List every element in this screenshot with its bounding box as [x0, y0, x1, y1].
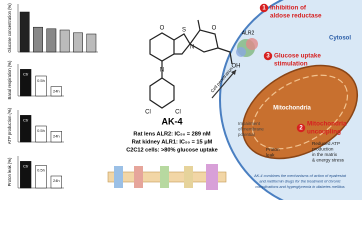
bar-label: Ctr [23, 71, 29, 76]
arrow-head [231, 70, 236, 75]
bar-label: 24h [53, 178, 60, 183]
penetration-arrow [211, 69, 237, 99]
atom-label: S [182, 28, 186, 34]
y-axis-label: ATP production (%) [7, 107, 12, 144]
bar [73, 32, 83, 53]
annotation-line: Glucose uptake [274, 53, 321, 60]
bar [50, 131, 62, 143]
step-badge [259, 3, 269, 13]
bar [20, 115, 32, 143]
etc-schematic [107, 164, 227, 190]
bar [33, 26, 43, 53]
activity-line: C2C12 cells: >80% glucose uptake [126, 147, 218, 153]
bar [50, 175, 62, 189]
step-number: 3 [266, 54, 270, 60]
annotation-line: of membrane [238, 127, 264, 132]
bar [20, 161, 32, 189]
annotation-line: complications and hyperglycemia in diabe… [255, 185, 344, 189]
bar [46, 28, 57, 53]
atom-label: N [190, 45, 194, 51]
bar [35, 75, 47, 97]
enzyme-label: ALR2 [242, 30, 255, 36]
annotation-line: uncoupling [307, 129, 341, 136]
bar-label: Ctr [23, 163, 29, 168]
bar [35, 125, 47, 143]
compound-name: AK-4 [161, 116, 182, 126]
graphical-abstract: Cell penetration AK-4 Glucose concentrat… [7, 0, 362, 200]
step-badge [263, 51, 273, 61]
atom-label: Cl [145, 110, 151, 116]
annotation-line: in the matrix [312, 152, 338, 157]
bar [86, 33, 97, 53]
bar [50, 86, 62, 97]
annotation-line: Reduced ATP [312, 141, 340, 146]
annotation-line: aldose reductase [270, 13, 322, 20]
molecule-structure [149, 19, 233, 109]
bar [19, 11, 30, 53]
y-axis-label: Glucose concentration (%) [7, 3, 12, 53]
atom-label: Cl [175, 110, 181, 116]
bar-label: 24h [53, 133, 60, 138]
annotation-line: & energy stress [312, 158, 345, 163]
atom-label: N [160, 68, 164, 74]
step-number: 1 [262, 6, 266, 12]
annotation-line: Mitochondria [307, 121, 347, 128]
annotation-line: AK-4 combines the mechanisms of action o… [253, 174, 347, 178]
annotation-line: Proton [266, 147, 280, 152]
bar [35, 165, 47, 189]
y-axis-label: Basal respiration (%) [7, 60, 12, 99]
bar-label: 0.5h [37, 78, 45, 83]
compartment-label: Cytosol [329, 36, 351, 42]
bar [59, 29, 70, 53]
activity-line: Rat kidney ALR1: IC₅₀ = 15 μM [132, 139, 213, 145]
cristae [251, 74, 349, 150]
annotation-line: production [312, 147, 334, 152]
annotation-line: Inhibition of [270, 5, 307, 12]
annotation-line: potential [238, 132, 255, 137]
atom-label: OH [232, 64, 241, 70]
step-number: 2 [299, 126, 303, 132]
mitochondrion [241, 64, 359, 160]
bar [20, 69, 32, 97]
bar-label: Ctr [23, 117, 29, 122]
alr2-protein [236, 38, 258, 57]
atom-label: O [160, 26, 165, 32]
annotation-line: stimulation [274, 61, 308, 68]
bar-label: 0.5h [37, 128, 45, 133]
y-axis-label: Proton leak (%) [7, 157, 12, 186]
organelle-label: Mitochondria [273, 106, 311, 112]
annotation-line: and metformin drugs for the treatment of… [259, 180, 340, 184]
atom-label: O [212, 26, 217, 32]
annotation-line: leak [266, 153, 275, 158]
bar-label: 24h [53, 89, 60, 94]
bar-label: 0.5h [37, 167, 45, 172]
activity-line: Rat lens ALR2: IC₅₀ = 289 nM [133, 131, 210, 137]
step-badge [296, 123, 306, 133]
annotation-line: Impairment [238, 121, 261, 126]
